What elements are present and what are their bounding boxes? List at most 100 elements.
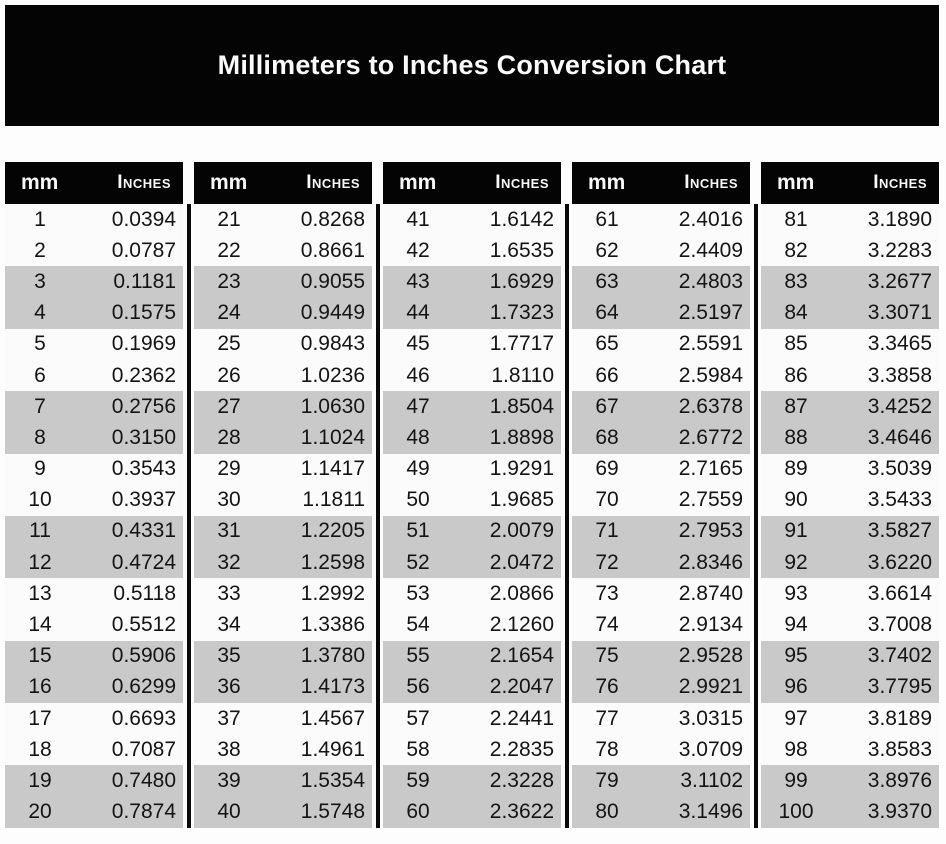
inches-value: 1.4173 [300, 675, 365, 699]
table-row: 55 2.1654 [383, 640, 561, 672]
title-banner: Millimeters to Inches Conversion Chart [5, 5, 939, 126]
inches-value: 0.8268 [300, 207, 365, 231]
inches-value: 3.6220 [867, 550, 932, 574]
mm-value: 25 [217, 332, 241, 356]
table-row: 10 0.3937 [5, 485, 183, 516]
table-row: 86 3.3858 [761, 360, 939, 391]
table-body: 1 0.0394 2 0.0787 3 0.1181 4 0.1575 5 0.1969 6 0.23… [5, 204, 183, 828]
mm-value: 69 [595, 457, 619, 481]
mm-value: 28 [217, 425, 241, 449]
table-row: 18 0.7087 [5, 734, 183, 765]
mm-value: 92 [784, 550, 808, 574]
inches-value: 3.7008 [867, 613, 932, 637]
inches-value: 1.8504 [489, 394, 554, 418]
inches-value: 3.9370 [867, 800, 932, 824]
table-row: 61 2.4016 [572, 204, 750, 235]
conversion-table: mm Inches 1 0.0394 2 0.0787 3 0.1181 4 0.1575 5 0… [5, 162, 183, 828]
table-row: 9 0.3543 [5, 454, 183, 485]
table-body: 81 3.1890 82 3.2283 83 3.2677 84 3.3071 85 3.3465… [761, 204, 939, 828]
mm-value: 23 [217, 269, 241, 293]
table-row: 29 1.1417 [194, 454, 372, 485]
inches-value: 2.2835 [489, 737, 554, 761]
table-row: 4 0.1575 [5, 297, 183, 329]
inches-value: 1.8110 [491, 363, 554, 387]
inches-value: 2.8740 [678, 581, 743, 605]
table-row: 72 2.8346 [572, 547, 750, 579]
mm-value: 68 [595, 425, 619, 449]
inches-value: 1.6929 [489, 269, 554, 293]
mm-column-header: mm [777, 171, 815, 194]
table-row: 91 3.5827 [761, 515, 939, 548]
mm-value: 96 [784, 675, 808, 699]
inches-value: 3.3858 [867, 363, 932, 387]
inches-value: 3.2283 [867, 238, 932, 262]
table-row: 66 2.5984 [572, 360, 750, 391]
mm-value: 91 [784, 519, 808, 543]
inches-value: 2.4016 [678, 207, 743, 231]
inches-value: 0.2362 [111, 363, 176, 387]
mm-value: 66 [595, 363, 619, 387]
inches-value: 1.0630 [300, 394, 365, 418]
mm-value: 89 [784, 457, 808, 481]
inches-value: 2.9528 [678, 644, 743, 668]
table-row: 11 0.4331 [5, 515, 183, 548]
mm-value: 40 [217, 800, 241, 824]
table-row: 50 1.9685 [383, 485, 561, 516]
mm-value: 83 [784, 269, 808, 293]
inches-value: 2.0866 [489, 581, 554, 605]
inches-value: 0.0787 [111, 238, 176, 262]
table-row: 34 1.3386 [194, 609, 372, 640]
inches-value: 0.6299 [111, 675, 176, 699]
inches-value: 3.4646 [867, 425, 932, 449]
mm-value: 9 [34, 457, 46, 481]
table-row: 56 2.2047 [383, 671, 561, 703]
conversion-table: mm Inches 81 3.1890 82 3.2283 83 3.2677 84 3.30… [761, 162, 939, 828]
inches-value: 1.2598 [300, 550, 365, 574]
table-row: 48 1.8898 [383, 422, 561, 454]
inches-value: 3.0709 [678, 737, 743, 761]
mm-value: 79 [595, 768, 619, 792]
table-header: mm Inches [761, 162, 939, 204]
table-header: mm Inches [572, 162, 750, 204]
conversion-table: mm Inches 21 0.8268 22 0.8661 23 0.9055 24 0.94… [194, 162, 372, 828]
inches-value: 0.9449 [300, 301, 365, 325]
table-row: 70 2.7559 [572, 485, 750, 516]
inches-value: 1.3386 [300, 613, 365, 637]
mm-value: 84 [784, 301, 808, 325]
inches-column-header: Inches [306, 172, 360, 193]
mm-value: 51 [406, 519, 430, 543]
mm-value: 20 [28, 800, 52, 824]
inches-value: 2.5984 [678, 363, 743, 387]
inches-value: 2.1654 [489, 644, 554, 668]
inches-value: 1.1417 [300, 457, 365, 481]
table-row: 76 2.9921 [572, 671, 750, 703]
mm-value: 1 [34, 207, 46, 231]
mm-value: 100 [778, 800, 814, 824]
table-row: 22 0.8661 [194, 235, 372, 266]
table-row: 25 0.9843 [194, 329, 372, 360]
mm-value: 74 [595, 613, 619, 637]
mm-value: 11 [29, 519, 51, 543]
table-row: 75 2.9528 [572, 640, 750, 672]
inches-value: 2.2047 [489, 675, 554, 699]
inches-value: 2.3622 [489, 800, 554, 824]
mm-value: 14 [28, 613, 52, 637]
inches-value: 0.8661 [300, 238, 365, 262]
inches-value: 0.5118 [113, 581, 176, 605]
mm-value: 31 [217, 519, 241, 543]
table-row: 44 1.7323 [383, 297, 561, 329]
mm-value: 77 [595, 706, 619, 730]
mm-value: 29 [217, 457, 241, 481]
table-row: 62 2.4409 [572, 235, 750, 266]
mm-value: 32 [217, 550, 241, 574]
mm-value: 73 [595, 581, 619, 605]
inches-value: 3.1890 [867, 207, 932, 231]
table-row: 63 2.4803 [572, 266, 750, 298]
inches-value: 2.0079 [489, 519, 554, 543]
mm-value: 81 [784, 207, 808, 231]
table-row: 46 1.8110 [383, 360, 561, 391]
table-row: 28 1.1024 [194, 422, 372, 454]
inches-value: 1.4961 [300, 737, 365, 761]
inches-value: 1.9291 [489, 457, 554, 481]
inches-value: 1.7323 [489, 301, 554, 325]
